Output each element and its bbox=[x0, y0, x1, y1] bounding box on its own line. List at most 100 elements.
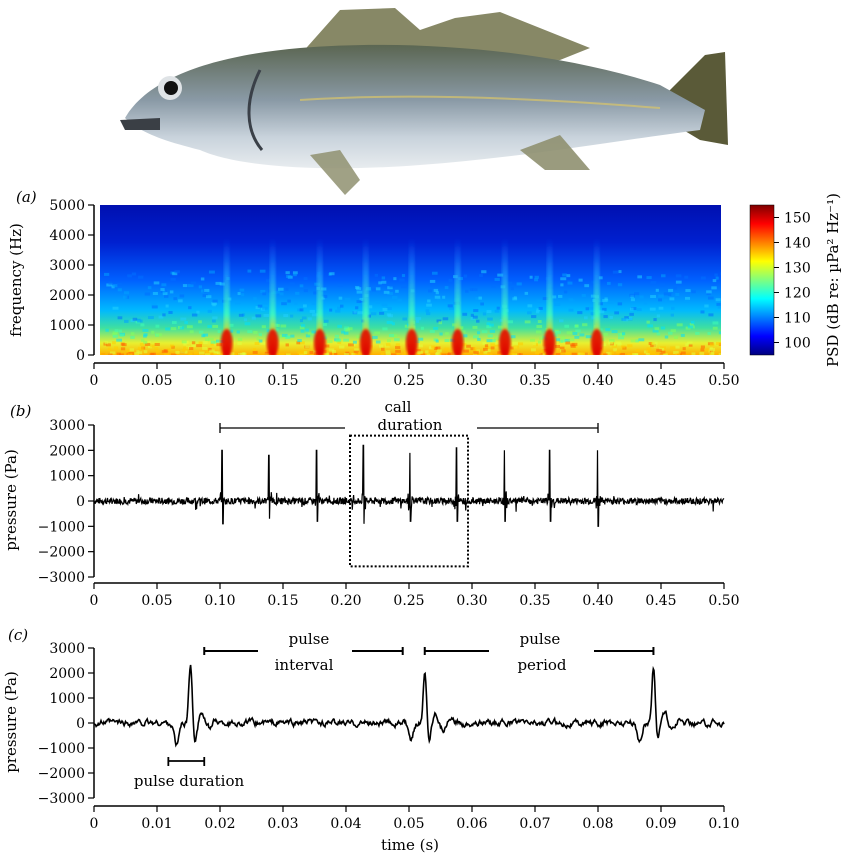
spectrogram-speckle bbox=[447, 353, 452, 356]
spectrogram-speckle bbox=[344, 332, 349, 335]
spectrogram-speckle bbox=[382, 303, 388, 306]
a-xtick-label: 0.50 bbox=[708, 373, 739, 389]
spectrogram-speckle bbox=[148, 316, 154, 319]
spectrogram-speckle bbox=[172, 321, 177, 324]
c-xtick-label: 0.02 bbox=[204, 816, 235, 832]
spectrogram-speckle bbox=[425, 350, 428, 353]
spectrogram-speckle bbox=[199, 331, 204, 334]
spectrogram-speckle bbox=[305, 329, 309, 332]
spectrogram-speckle bbox=[305, 345, 309, 348]
spectrogram-speckle bbox=[229, 324, 233, 327]
spectrogram-speckle bbox=[428, 289, 432, 292]
panel-label-a: (a) bbox=[16, 188, 37, 206]
spectrogram-speckle bbox=[561, 336, 566, 339]
spectrogram-speckle bbox=[487, 310, 492, 313]
spectrogram-speckle bbox=[656, 289, 659, 292]
spectrogram-speckle bbox=[356, 300, 360, 303]
spectrogram-speckle bbox=[470, 288, 473, 291]
spectrogram-speckle bbox=[196, 344, 202, 347]
spectrogram-speckle bbox=[329, 353, 332, 356]
spectrogram-speckle bbox=[485, 353, 489, 356]
spectrogram-speckle bbox=[124, 320, 128, 323]
spectrogram-pulse-core bbox=[591, 329, 603, 357]
spectrogram-speckle bbox=[699, 352, 704, 355]
spectrogram-speckle bbox=[473, 309, 478, 312]
spectrogram-speckle bbox=[327, 340, 332, 343]
spectrogram-speckle bbox=[716, 342, 721, 345]
spectrogram-speckle bbox=[247, 330, 252, 333]
ylabel-a: frequency (Hz) bbox=[7, 223, 25, 337]
spectrogram-speckle bbox=[691, 352, 695, 355]
spectrogram-speckle bbox=[650, 353, 655, 356]
spectrogram-speckle bbox=[603, 315, 607, 318]
spectrogram-speckle bbox=[426, 309, 430, 312]
spectrogram-speckle bbox=[630, 308, 634, 311]
spectrogram-speckle bbox=[166, 305, 169, 308]
spectrogram-speckle bbox=[527, 304, 532, 307]
spectrogram-speckle bbox=[241, 293, 244, 296]
spectrogram-speckle bbox=[567, 331, 572, 334]
spectrogram-speckle bbox=[253, 351, 258, 354]
axis-ticks-c: −3000−2000−100001000200030000 0.01 0.02 0.0… bbox=[38, 641, 740, 832]
spectrogram-speckle bbox=[421, 327, 424, 330]
spectrogram-speckle bbox=[644, 301, 647, 304]
c-ytick-label: 3000 bbox=[49, 641, 85, 657]
spectrogram-speckle bbox=[701, 345, 705, 348]
waveform-panel-b: (b) −3000−2000−100001000200030000 0.05 0.1… bbox=[2, 398, 740, 609]
spectrogram-speckle bbox=[120, 334, 124, 337]
spectrogram-speckle bbox=[473, 347, 476, 350]
spectrogram-speckle bbox=[432, 272, 438, 275]
spectrogram-speckle bbox=[584, 316, 588, 319]
spectrogram-speckle bbox=[286, 275, 291, 278]
spectrogram-speckle bbox=[714, 273, 717, 276]
spectrogram-speckle bbox=[212, 303, 216, 306]
spectrogram-speckle bbox=[237, 330, 240, 333]
spectrogram-speckle bbox=[445, 332, 449, 335]
c-ytick-label: 2000 bbox=[49, 666, 85, 682]
colorbar-tick-label: 100 bbox=[784, 336, 811, 352]
spectrogram-speckle bbox=[336, 339, 341, 342]
spectrogram-speckle bbox=[202, 347, 207, 350]
spectrogram-speckle bbox=[131, 332, 134, 335]
spectrogram-speckle bbox=[647, 324, 653, 327]
spectrogram-speckle bbox=[513, 346, 519, 349]
spectrogram-speckle bbox=[618, 302, 622, 305]
pressure-series-c bbox=[94, 665, 724, 745]
a-xtick-label: 0.10 bbox=[204, 373, 235, 389]
b-xtick-label: 0.25 bbox=[393, 593, 424, 609]
spectrogram-speckle bbox=[311, 330, 316, 333]
b-xtick-label: 0.30 bbox=[456, 593, 487, 609]
spectrogram-speckle bbox=[133, 318, 138, 321]
spectrogram-speckle bbox=[339, 346, 344, 349]
spectrogram-pulse-core bbox=[499, 329, 511, 357]
spectrogram-speckle bbox=[395, 346, 400, 349]
spectrogram-speckle bbox=[650, 308, 656, 311]
spectrogram-speckle bbox=[663, 353, 668, 356]
spectrogram-speckle bbox=[151, 302, 156, 305]
spectrogram-speckle bbox=[566, 274, 570, 277]
spectrogram-speckle bbox=[238, 292, 241, 295]
b-xtick-label: 0.35 bbox=[519, 593, 550, 609]
spectrogram-speckle bbox=[512, 342, 518, 345]
spectrogram-speckle bbox=[479, 353, 485, 356]
spectrogram-speckle bbox=[277, 291, 280, 294]
spectrogram-speckle bbox=[235, 301, 241, 304]
spectrogram-speckle bbox=[435, 353, 439, 356]
spectrogram-speckle bbox=[517, 282, 522, 285]
spectrogram-speckle bbox=[491, 285, 495, 288]
spectrogram-speckle bbox=[488, 334, 493, 337]
spectrogram-speckle bbox=[130, 336, 134, 339]
spectrogram-speckle bbox=[287, 300, 290, 303]
c-xtick-label: 0.03 bbox=[267, 816, 298, 832]
spectrogram-speckle bbox=[416, 320, 419, 323]
spectrogram-speckle bbox=[435, 296, 441, 299]
spectrogram-speckle bbox=[151, 331, 154, 334]
spectrogram-speckle bbox=[427, 299, 430, 302]
spectrogram-speckle bbox=[255, 314, 261, 317]
spectrogram-speckle bbox=[329, 272, 334, 275]
spectrogram-speckle bbox=[374, 331, 380, 334]
spectrogram-speckle bbox=[560, 277, 566, 280]
spectrogram-speckle bbox=[215, 282, 221, 285]
spectrogram-speckle bbox=[279, 353, 285, 356]
spectrogram-speckle bbox=[552, 295, 556, 298]
